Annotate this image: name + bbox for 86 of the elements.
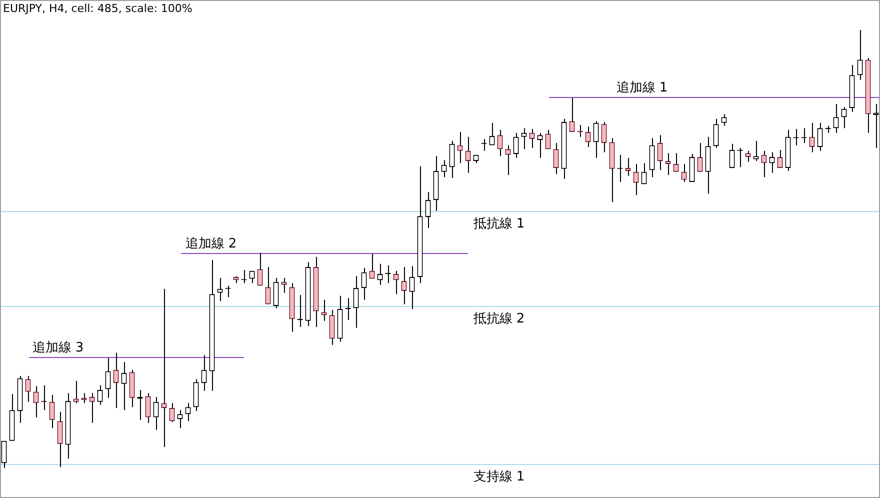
candlestick bbox=[577, 124, 583, 138]
candlestick bbox=[713, 118, 719, 148]
candlestick bbox=[113, 352, 119, 408]
candlestick bbox=[193, 378, 199, 412]
candlestick bbox=[57, 411, 63, 468]
candlestick bbox=[705, 136, 711, 194]
candlestick bbox=[121, 362, 127, 411]
candlestick bbox=[1, 440, 7, 468]
candlestick bbox=[353, 276, 359, 328]
candlestick bbox=[49, 394, 55, 429]
candlestick bbox=[345, 298, 351, 320]
candlestick bbox=[817, 122, 823, 152]
candlestick bbox=[633, 164, 639, 196]
candlestick bbox=[89, 392, 95, 424]
candlestick bbox=[721, 114, 727, 126]
ref-line-label: 抵抗線 1 bbox=[472, 216, 525, 232]
candlestick bbox=[169, 402, 175, 423]
candlestick bbox=[841, 106, 847, 129]
candlestick bbox=[681, 164, 687, 182]
candlestick bbox=[553, 142, 559, 175]
candlestick bbox=[545, 129, 551, 150]
candlestick bbox=[425, 192, 431, 228]
candlestick bbox=[689, 153, 695, 182]
candlestick bbox=[153, 396, 159, 430]
candlestick bbox=[665, 152, 671, 176]
ref-line-label: 追加線 2 bbox=[185, 236, 237, 252]
ref-line-label: 抵抗線 2 bbox=[472, 311, 525, 326]
candlestick bbox=[145, 392, 151, 424]
candlestick bbox=[585, 126, 591, 148]
candlestick bbox=[465, 136, 471, 174]
candlestick bbox=[401, 266, 407, 305]
candlestick bbox=[809, 122, 815, 153]
candlestick bbox=[769, 152, 775, 174]
ref-line-label: 追加線 3 bbox=[32, 340, 84, 356]
candlestick bbox=[105, 358, 111, 398]
candlestick bbox=[857, 30, 863, 80]
candlestick bbox=[761, 150, 767, 178]
candlestick bbox=[641, 162, 647, 185]
candlestick bbox=[657, 134, 663, 171]
ref-line-label: 支持線 1 bbox=[473, 469, 525, 484]
candlestick bbox=[177, 410, 183, 429]
candlestick bbox=[745, 150, 751, 162]
candlestick bbox=[537, 132, 543, 158]
candlestick bbox=[777, 150, 783, 168]
candlestick bbox=[569, 97, 575, 133]
chart-title: EURJPY, H4, cell: 485, scale: 100% bbox=[3, 2, 192, 15]
candlestick bbox=[441, 160, 447, 178]
candlestick bbox=[161, 288, 167, 448]
candlestick bbox=[73, 380, 79, 404]
ref-line-label: 追加線 1 bbox=[616, 80, 668, 96]
candlestick bbox=[361, 267, 367, 300]
candlestick bbox=[409, 266, 415, 310]
candlestick bbox=[297, 294, 303, 328]
candlestick bbox=[129, 369, 135, 408]
candlestick bbox=[457, 132, 463, 164]
candlestick bbox=[369, 253, 375, 280]
candlestick bbox=[393, 270, 399, 295]
candlestick bbox=[505, 144, 511, 176]
candlestick bbox=[673, 152, 679, 172]
candlestick bbox=[513, 132, 519, 158]
candlestick bbox=[185, 402, 191, 422]
candlestick bbox=[729, 143, 735, 168]
candlestick bbox=[529, 128, 535, 148]
candlestick bbox=[217, 277, 223, 302]
candlestick bbox=[329, 309, 335, 346]
candlestick bbox=[625, 157, 631, 176]
candlestick bbox=[265, 266, 271, 305]
candlestick bbox=[753, 140, 759, 162]
candlestick bbox=[281, 277, 287, 294]
candlestick bbox=[273, 277, 279, 309]
candlestick bbox=[97, 384, 103, 406]
candlestick bbox=[201, 354, 207, 392]
candlestick bbox=[33, 386, 39, 418]
candlestick bbox=[321, 299, 327, 322]
candlestick bbox=[521, 128, 527, 150]
candlestick bbox=[649, 138, 655, 178]
candlestick bbox=[697, 142, 703, 172]
candlestick bbox=[385, 264, 391, 284]
candlestick bbox=[449, 140, 455, 179]
candlestick bbox=[497, 129, 503, 157]
candlestick bbox=[257, 252, 263, 286]
candlestick bbox=[601, 121, 607, 153]
candlestick bbox=[593, 120, 599, 158]
candlestick bbox=[25, 376, 31, 402]
candlestick bbox=[377, 263, 383, 286]
candlestick bbox=[833, 104, 839, 134]
